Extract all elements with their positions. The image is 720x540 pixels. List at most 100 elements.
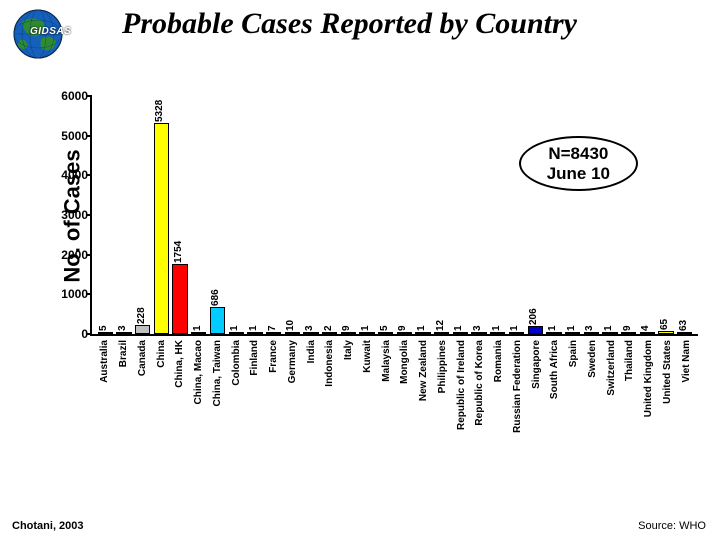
- bar: 12: [434, 332, 449, 334]
- x-tick-label: Finland: [249, 340, 260, 376]
- y-tick-label: 6000: [50, 89, 88, 103]
- x-tick-label: China, HK: [174, 340, 185, 388]
- x-tick-label: Thailand: [624, 340, 635, 381]
- bar-value-label: 4: [640, 325, 651, 331]
- y-tick-label: 0: [50, 327, 88, 341]
- bar: 3: [303, 332, 318, 334]
- bar: 7: [266, 332, 281, 334]
- y-tick-label: 4000: [50, 168, 88, 182]
- footer-source: Source: WHO: [638, 520, 706, 532]
- y-tick-label: 2000: [50, 248, 88, 262]
- bar: 9: [341, 332, 356, 334]
- x-tick-label: Germany: [287, 340, 298, 383]
- bar-value-label: 206: [528, 308, 539, 325]
- bar-value-label: 3: [472, 325, 483, 331]
- bar: 686: [210, 307, 225, 334]
- bar-value-label: 1: [248, 325, 259, 331]
- x-tick-label: Brazil: [118, 340, 129, 367]
- bar: 1: [490, 332, 505, 334]
- bar: 3: [584, 332, 599, 334]
- x-tick-label: Republic of Korea: [474, 340, 485, 426]
- bar-value-label: 1: [491, 325, 502, 331]
- x-tick-label: China, Macao: [193, 340, 204, 404]
- x-tick-label: United States: [662, 340, 673, 404]
- bar: 10: [285, 332, 300, 334]
- bar-value-label: 1: [547, 325, 558, 331]
- org-label: GIDSAS: [30, 26, 71, 37]
- footer-citation: Chotani, 2003: [12, 520, 84, 532]
- bar-value-label: 1: [603, 325, 614, 331]
- bar-value-label: 3: [304, 325, 315, 331]
- bar: 1: [546, 332, 561, 334]
- bar-value-label: 5: [379, 325, 390, 331]
- bar: 9: [621, 332, 636, 334]
- x-tick-label: Romania: [493, 340, 504, 382]
- annotation-line1: N=8430: [547, 144, 610, 164]
- x-tick-label: Philippines: [437, 340, 448, 393]
- x-tick-label: France: [268, 340, 279, 373]
- bar: 5: [378, 332, 393, 334]
- bar: 1: [453, 332, 468, 334]
- bar-value-label: 1: [192, 325, 203, 331]
- bar-value-label: 9: [622, 325, 633, 331]
- y-tick-label: 5000: [50, 129, 88, 143]
- y-tick-label: 1000: [50, 287, 88, 301]
- x-tick-label: Italy: [343, 340, 354, 360]
- bar: 1: [247, 332, 262, 334]
- x-tick-label: Republic of Ireland: [456, 340, 467, 430]
- bar-value-label: 7: [267, 325, 278, 331]
- bar: 1: [415, 332, 430, 334]
- x-tick-label: Canada: [137, 340, 148, 376]
- bar-value-label: 9: [397, 325, 408, 331]
- bar: 206: [528, 326, 543, 334]
- x-tick-label: Russian Federation: [512, 340, 523, 433]
- bar-value-label: 1: [229, 325, 240, 331]
- bar: 3: [116, 332, 131, 334]
- bar-value-label: 228: [136, 307, 147, 324]
- annotation-line2: June 10: [547, 164, 610, 184]
- x-tick-label: United Kingdom: [643, 340, 654, 417]
- bar: 4: [640, 332, 655, 334]
- bar: 1: [191, 332, 206, 334]
- x-tick-label: Mongolia: [399, 340, 410, 384]
- x-tick-label: Singapore: [531, 340, 542, 389]
- x-tick-label: China, Taiwan: [212, 340, 223, 407]
- bar-value-label: 1754: [173, 241, 184, 263]
- bar-value-label: 10: [285, 320, 296, 331]
- y-tick-label: 3000: [50, 208, 88, 222]
- x-tick-label: Spain: [568, 340, 579, 367]
- bar: 9: [397, 332, 412, 334]
- bar: 1: [565, 332, 580, 334]
- x-tick-label: South Africa: [549, 340, 560, 399]
- x-tick-label: China: [156, 340, 167, 368]
- x-tick-label: India: [306, 340, 317, 363]
- bar: 5328: [154, 123, 169, 334]
- bar-value-label: 9: [341, 325, 352, 331]
- bar: 2: [322, 332, 337, 334]
- bar-value-label: 12: [435, 320, 446, 331]
- x-tick-label: Indonesia: [324, 340, 335, 387]
- x-tick-label: Switzerland: [606, 340, 617, 396]
- bar-value-label: 3: [584, 325, 595, 331]
- bar-value-label: 1: [509, 325, 520, 331]
- bar: 1: [229, 332, 244, 334]
- page-title: Probable Cases Reported by Country: [122, 8, 577, 40]
- bar-value-label: 686: [210, 289, 221, 306]
- bar-value-label: 1: [416, 325, 427, 331]
- bar-value-label: 63: [678, 319, 689, 330]
- bar: 1: [359, 332, 374, 334]
- bar: 3: [471, 332, 486, 334]
- bar: 65: [658, 331, 673, 334]
- bar-value-label: 1: [453, 325, 464, 331]
- bar-chart: No. of Cases 532285328175416861171032915…: [40, 96, 698, 336]
- x-tick-label: Colombia: [231, 340, 242, 386]
- bar: 1: [509, 332, 524, 334]
- bar-value-label: 2: [323, 325, 334, 331]
- bar-value-label: 1: [360, 325, 371, 331]
- bar-value-label: 65: [659, 319, 670, 330]
- bar: 1754: [172, 264, 187, 334]
- bar: 228: [135, 325, 150, 334]
- x-tick-label: Sweden: [587, 340, 598, 378]
- x-tick-label: Australia: [99, 340, 110, 383]
- bar: 63: [677, 332, 692, 334]
